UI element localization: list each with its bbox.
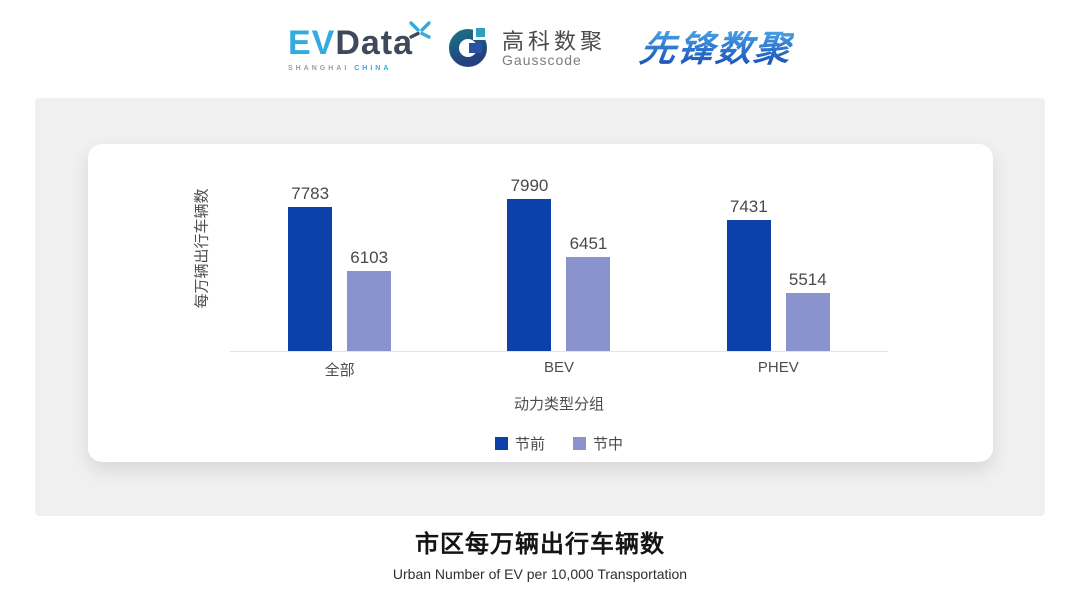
category-label-BEV: BEV xyxy=(543,359,574,376)
category-label-PHEV: PHEV xyxy=(757,359,799,376)
evdata-logo: EVData SHANGHAI CHINA xyxy=(287,20,431,72)
bar-column-节中-全部: 6103 xyxy=(347,248,392,351)
x-axis-title: 动力类型分组 xyxy=(513,396,604,413)
evdata-spark-icon xyxy=(407,17,433,51)
legend-swatch-icon xyxy=(494,437,508,450)
plot-groups: 7783 6103 7990 6451 7431 5514 xyxy=(230,144,888,352)
bar-column-节前-BEV: 7990 xyxy=(507,176,552,351)
gausscode-logo: 高科数聚 Gausscode xyxy=(447,23,606,74)
legend-label-节前: 节前 xyxy=(514,436,545,453)
bar-column-节中-PHEV: 5514 xyxy=(785,270,830,351)
bar-value-label: 6103 xyxy=(350,248,389,267)
footer-title-block: 市区每万辆出行车辆数 Urban Number of EV per 10,000… xyxy=(0,524,1080,582)
xianfeng-wordmark: 先锋数聚 xyxy=(637,27,795,69)
evdata-data-text: Data xyxy=(335,23,414,62)
evdata-wordmark: EVData xyxy=(287,20,431,62)
bar-节前-全部 xyxy=(288,207,333,351)
chart-panel: 每万辆出行车辆数 7783 6103 7990 6451 7431 5514 全部 BEV P… xyxy=(35,98,1045,516)
chart-subtitle: Urban Number of EV per 10,000 Transporta… xyxy=(392,566,688,582)
evdata-subtext: SHANGHAI CHINA xyxy=(288,65,391,72)
bar-column-节前-全部: 7783 xyxy=(288,184,333,351)
chart-main-title: 市区每万辆出行车辆数 xyxy=(415,531,665,558)
gausscode-g-icon xyxy=(447,23,494,74)
bar-节前-BEV xyxy=(507,199,552,351)
bar-节中-全部 xyxy=(347,271,392,351)
y-axis-title: 每万辆出行车辆数 xyxy=(193,187,211,309)
bar-column-节前-PHEV: 7431 xyxy=(726,197,771,351)
evdata-china-text: CHINA xyxy=(354,64,392,72)
bar-group-BEV: 7990 6451 xyxy=(449,144,668,351)
chart-card: 每万辆出行车辆数 7783 6103 7990 6451 7431 5514 全部 BEV P… xyxy=(88,144,993,462)
bar-value-label: 6451 xyxy=(569,234,608,253)
gausscode-en-text: Gausscode xyxy=(502,51,582,68)
category-label-全部: 全部 xyxy=(324,362,355,379)
x-axis-category-labels: 全部 BEV PHEV xyxy=(230,359,888,380)
bar-节中-BEV xyxy=(566,257,611,351)
bar-节中-PHEV xyxy=(785,293,830,351)
header-logo-bar: EVData SHANGHAI CHINA xyxy=(0,0,1080,97)
xianfeng-logo: 先锋数聚 xyxy=(637,27,795,69)
bar-value-label: 7431 xyxy=(729,197,768,216)
bar-group-全部: 7783 6103 xyxy=(230,144,449,351)
chart-legend: 节前 节中 xyxy=(230,433,888,454)
gausscode-text-block: 高科数聚 Gausscode xyxy=(502,30,606,68)
plot-area: 7783 6103 7990 6451 7431 5514 全部 BEV PHEV 动力类型分… xyxy=(230,144,888,454)
legend-item-节中: 节中 xyxy=(573,433,623,454)
evdata-shanghai-text: SHANGHAI xyxy=(287,64,350,72)
bar-value-label: 7990 xyxy=(510,176,549,195)
bar-column-节中-BEV: 6451 xyxy=(566,234,611,351)
legend-swatch-icon xyxy=(573,437,586,450)
y-axis-title-box: 每万辆出行车辆数 xyxy=(184,144,218,352)
bar-value-label: 7783 xyxy=(291,184,330,203)
gausscode-cn-text: 高科数聚 xyxy=(502,28,607,54)
bar-value-label: 5514 xyxy=(788,270,827,289)
legend-item-节前: 节前 xyxy=(494,433,545,454)
bar-group-PHEV: 7431 5514 xyxy=(669,144,888,351)
evdata-ev-text: EV xyxy=(287,23,336,62)
legend-label-节中: 节中 xyxy=(593,436,624,453)
bar-节前-PHEV xyxy=(726,220,771,351)
